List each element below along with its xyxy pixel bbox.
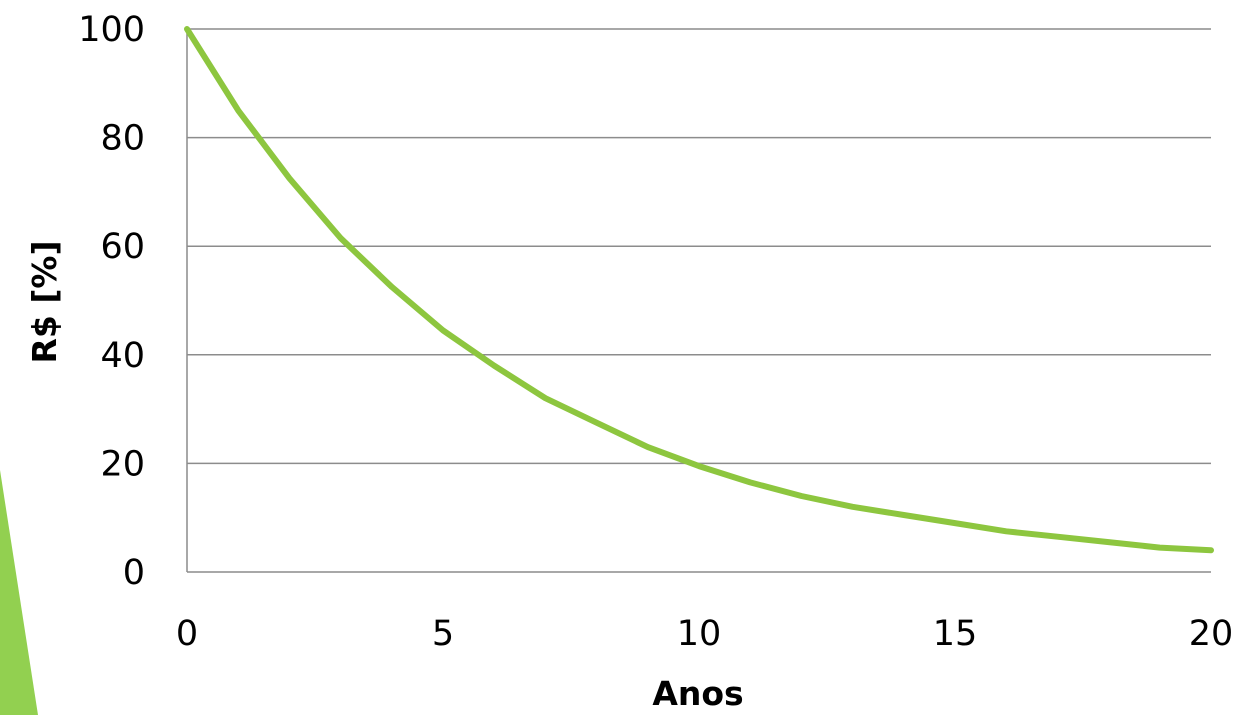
series-layer: [184, 26, 1214, 554]
y-tick-label: 0: [123, 553, 145, 593]
x-tick-label: 0: [176, 614, 198, 654]
gridlines: [187, 28, 1211, 465]
x-tick-label: 20: [1189, 614, 1234, 654]
y-tick-label: 20: [100, 444, 145, 484]
decorative-green-wedge: [0, 470, 38, 715]
y-axis-title: R$ [%]: [25, 240, 64, 363]
x-axis-title: Anos: [652, 674, 743, 713]
x-tick-label: 15: [933, 614, 978, 654]
y-tick-label: 80: [100, 119, 145, 159]
y-tick-label: 100: [78, 10, 145, 50]
x-tick-label: 10: [677, 614, 722, 654]
y-tick-label: 40: [100, 336, 145, 376]
series-line: [184, 26, 1214, 554]
tick-labels: 0 20 40 60 80 100 0 5 10 15 20: [78, 10, 1233, 654]
y-tick-label: 60: [100, 227, 145, 267]
axes: [186, 29, 1211, 573]
x-tick-label: 5: [432, 614, 454, 654]
